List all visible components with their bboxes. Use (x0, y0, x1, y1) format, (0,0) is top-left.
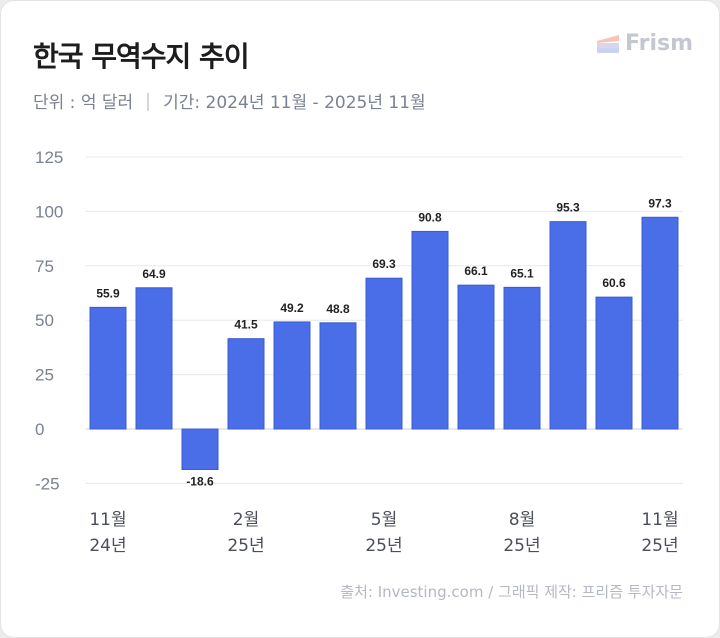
logo-mark-icon (597, 34, 619, 53)
period-label: 기간: 2024년 11월 - 2025년 11월 (163, 93, 426, 113)
bar (89, 306, 127, 430)
data-label: 49.2 (280, 301, 304, 315)
y-tick-label: 100 (35, 202, 63, 221)
y-tick-label: -25 (35, 474, 60, 493)
bar-chart: 125 100 75 50 25 0 -25 55.9 64.9 -18.6 41.5 49.2 48.… (35, 148, 683, 556)
data-label: 65.1 (510, 266, 534, 280)
bar (319, 322, 357, 430)
x-tick-year: 25년 (641, 536, 678, 556)
bar (641, 216, 679, 430)
data-label: 97.3 (648, 196, 672, 210)
source-credit: 출처: Investing.com / 그래픽 제작: 프리즘 투자자문 (340, 583, 683, 601)
data-label: 48.8 (326, 302, 350, 316)
bar (457, 284, 495, 430)
bar (135, 287, 173, 430)
bar (227, 338, 265, 430)
data-label: 60.6 (602, 276, 626, 290)
y-tick-label: 0 (35, 420, 44, 439)
data-label: 64.9 (142, 267, 166, 281)
subtitle-divider (147, 93, 150, 111)
x-tick-year: 25년 (503, 536, 540, 556)
y-tick-label: 75 (35, 257, 54, 276)
x-tick-month: 2월 (233, 510, 259, 530)
data-label: 90.8 (418, 210, 442, 224)
x-tick-year: 25년 (365, 536, 402, 556)
bar (273, 321, 311, 430)
data-label: 69.3 (372, 257, 396, 271)
chart-subtitle: 단위 : 억 달러 기간: 2024년 11월 - 2025년 11월 (33, 88, 426, 113)
frism-logo: Frism (597, 31, 693, 56)
bar (365, 277, 403, 430)
x-tick-year: 24년 (89, 536, 126, 556)
y-tick-label: 125 (35, 148, 63, 167)
x-tick-year: 25년 (227, 536, 264, 556)
bar (595, 296, 633, 430)
data-label: 66.1 (464, 264, 488, 278)
chart-title: 한국 무역수지 추이 (33, 40, 250, 73)
unit-label: 단위 : 억 달러 (33, 93, 134, 113)
x-tick-month: 11월 (641, 510, 678, 530)
data-label: 55.9 (96, 286, 120, 300)
x-tick-month: 11월 (89, 510, 126, 530)
x-tick-month: 8월 (509, 510, 535, 530)
y-tick-label: 25 (35, 366, 54, 385)
data-label: 41.5 (234, 318, 258, 332)
bar (181, 428, 219, 470)
logo-text: Frism (625, 31, 694, 56)
bar (411, 230, 449, 430)
data-label: 95.3 (556, 201, 580, 215)
data-label: -18.6 (186, 474, 214, 488)
bar (549, 221, 587, 430)
x-tick-month: 5월 (371, 510, 397, 530)
bar (503, 286, 541, 430)
y-tick-label: 50 (35, 311, 54, 330)
